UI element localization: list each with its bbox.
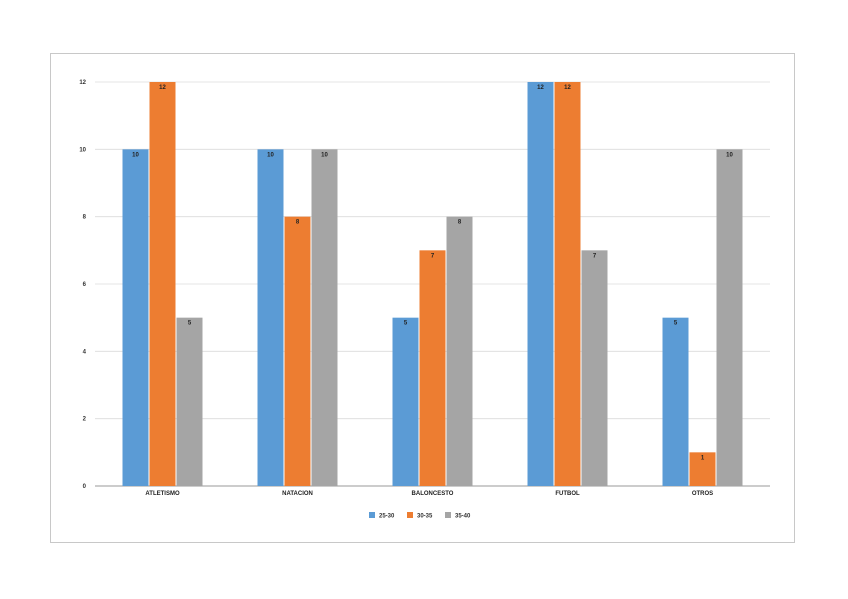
category-label: ATLETISMO — [145, 491, 180, 497]
data-label: 12 — [537, 85, 544, 91]
bar — [122, 149, 149, 487]
bar — [581, 250, 608, 486]
category-label: NATACION — [282, 491, 313, 497]
data-label: 10 — [132, 152, 139, 158]
data-label: 10 — [726, 152, 733, 158]
y-tick-label: 8 — [83, 215, 87, 221]
data-label: 10 — [267, 152, 274, 158]
legend-label: 25-30 — [379, 514, 395, 520]
data-label: 5 — [404, 321, 408, 327]
data-label: 5 — [188, 321, 192, 327]
bar — [554, 82, 581, 486]
data-label: 12 — [564, 85, 571, 91]
y-tick-label: 12 — [79, 80, 86, 86]
data-label: 7 — [431, 253, 435, 259]
data-label: 10 — [321, 152, 328, 158]
y-tick-label: 10 — [79, 147, 86, 153]
bar — [392, 317, 419, 486]
legend-swatch — [445, 512, 451, 518]
y-tick-label: 0 — [83, 484, 87, 490]
bar — [662, 317, 689, 486]
bar — [716, 149, 743, 487]
legend-label: 35-40 — [455, 514, 471, 520]
bar — [257, 149, 284, 487]
y-tick-label: 4 — [83, 349, 87, 355]
y-tick-label: 6 — [83, 282, 87, 288]
bar — [149, 82, 176, 486]
category-label: FUTBOL — [555, 491, 580, 497]
data-label: 8 — [458, 220, 462, 226]
bar — [176, 317, 203, 486]
data-label: 12 — [159, 85, 166, 91]
category-label: BALONCESTO — [412, 491, 454, 497]
category-label: OTROS — [692, 491, 713, 497]
data-label: 7 — [593, 253, 597, 259]
bar — [446, 216, 473, 486]
legend-label: 30-35 — [417, 514, 433, 520]
data-label: 8 — [296, 220, 300, 226]
data-label: 1 — [701, 455, 705, 461]
data-label: 5 — [674, 321, 678, 327]
bar — [284, 216, 311, 486]
bar — [689, 452, 716, 486]
bar — [527, 82, 554, 486]
legend-swatch — [369, 512, 375, 518]
bar — [311, 149, 338, 487]
bar — [419, 250, 446, 486]
legend-swatch — [407, 512, 413, 518]
y-tick-label: 2 — [83, 417, 87, 423]
